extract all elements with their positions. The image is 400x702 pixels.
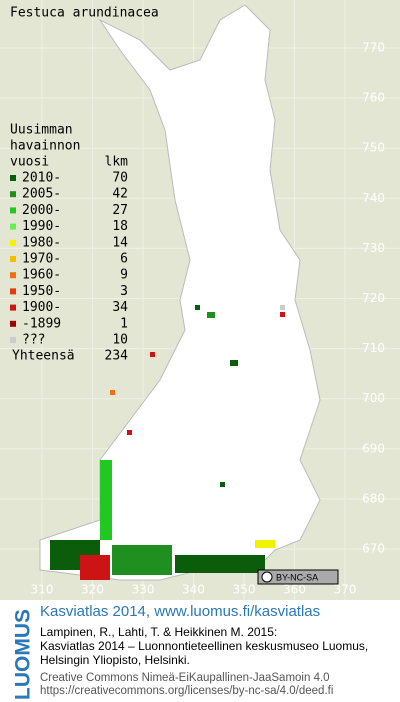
legend-count: 3 (120, 284, 128, 299)
legend-count: 10 (112, 333, 128, 348)
observation-square (230, 360, 238, 366)
footer-text: Lampinen, R., Lahti, T. & Heikkinen M. 2… (40, 625, 368, 697)
x-tick-label: 340 (182, 583, 205, 597)
observation-cluster (80, 555, 110, 580)
license-line: https://creativecommons.org/licenses/by-… (40, 685, 333, 697)
x-tick-label: 330 (132, 583, 155, 597)
cc-badge: BY-NC-SA (257, 569, 339, 585)
legend-count: 42 (112, 187, 128, 202)
x-tick-label: 360 (283, 583, 306, 597)
x-tick-label: 310 (31, 583, 54, 597)
legend-swatch (10, 191, 16, 198)
observation-squares (50, 305, 285, 580)
legend-swatch (10, 272, 16, 279)
y-tick-label: 760 (362, 91, 385, 105)
y-tick-label: 680 (362, 491, 385, 505)
map-title: Festuca arundinacea (10, 6, 159, 21)
legend-swatch (10, 175, 16, 181)
legend-count-heading: lkm (105, 155, 129, 170)
citation-line: Kasviatlas 2014 – Luonnontieteellinen ke… (40, 639, 368, 653)
y-tick-label: 690 (362, 441, 385, 455)
legend-count: 34 (112, 300, 128, 315)
citation-line: Lampinen, R., Lahti, T. & Heikkinen M. 2… (40, 625, 277, 639)
legend-total: 234 (105, 349, 129, 364)
license-line: Creative Commons Nimeä-EiKaupallinen-Jaa… (40, 672, 330, 684)
citation-line: Helsingin Yliopisto, Helsinki. (40, 653, 190, 667)
legend-label: 2010- (22, 171, 61, 186)
y-tick-label: 770 (362, 41, 385, 55)
observation-square (110, 390, 115, 395)
legend-swatch (10, 288, 16, 295)
legend-label: 1980- (22, 235, 61, 250)
badge-icon (261, 571, 273, 583)
observation-square (280, 312, 285, 317)
legend-label: 2000- (22, 203, 61, 218)
y-tick-label: 670 (362, 542, 385, 556)
legend-count: 18 (112, 219, 128, 234)
legend-label: 2005- (22, 187, 61, 202)
headline: Kasviatlas 2014, www.luomus.fi/kasviatla… (40, 603, 320, 620)
legend-swatch (10, 320, 16, 327)
legend-total-label: Yhteensä (12, 349, 75, 364)
legend-label: ??? (22, 333, 45, 348)
legend-count: 6 (120, 252, 128, 267)
legend-swatch (10, 239, 16, 246)
legend-count: 27 (112, 203, 128, 218)
x-tick-label: 370 (334, 583, 357, 597)
observation-square (195, 305, 200, 310)
observation-square (150, 352, 155, 357)
observation-square (207, 312, 215, 318)
observation-cluster (112, 545, 172, 575)
y-tick-label: 700 (362, 391, 385, 405)
legend-count: 9 (120, 268, 128, 283)
x-tick-label: 320 (81, 583, 104, 597)
legend-swatch (10, 304, 16, 311)
y-tick-label: 740 (362, 191, 385, 205)
brand: LUOMUS (12, 609, 35, 700)
legend-swatch (10, 223, 16, 230)
legend-label: -1899 (22, 316, 61, 331)
legend-count: 70 (112, 171, 128, 186)
y-tick-label: 750 (362, 141, 385, 155)
badge-box (257, 569, 339, 585)
legend-label: 1990- (22, 219, 61, 234)
legend-heading: havainnon (10, 139, 80, 154)
y-tick-label: 730 (362, 241, 385, 255)
legend-swatch (10, 207, 16, 214)
legend-count: 1 (120, 316, 128, 331)
legend-swatch (10, 256, 16, 262)
badge-text: BY-NC-SA (276, 572, 318, 582)
observation-square (280, 305, 285, 310)
legend-heading: Uusimman (10, 123, 73, 138)
legend-label: 1950- (22, 284, 61, 299)
x-tick-label: 350 (233, 583, 256, 597)
legend-heading: vuosi (10, 155, 49, 170)
legend-label: 1900- (22, 300, 61, 315)
legend-swatch (10, 337, 16, 343)
legend-label: 1960- (22, 268, 61, 283)
y-tick-label: 710 (362, 341, 385, 355)
observation-square (127, 430, 132, 435)
legend-label: 1970- (22, 252, 61, 267)
observation-cluster (100, 460, 112, 540)
observation-square (220, 482, 225, 487)
observation-cluster (175, 555, 265, 573)
y-tick-label: 720 (362, 291, 385, 305)
observation-cluster (255, 540, 275, 548)
legend-count: 14 (112, 235, 128, 250)
